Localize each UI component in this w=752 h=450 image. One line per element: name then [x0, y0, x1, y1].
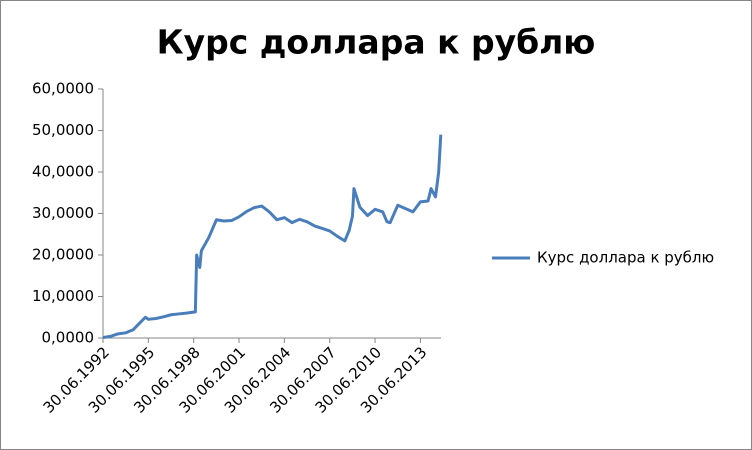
- y-tick-label: 0,0000: [42, 329, 95, 347]
- y-tick-label: 20,0000: [32, 246, 94, 264]
- legend-label: Курс доллара к рублю: [537, 249, 714, 267]
- y-tick-label: 40,0000: [32, 163, 94, 181]
- chart-title: Курс доллара к рублю: [157, 23, 596, 62]
- data-line: [102, 134, 443, 339]
- y-tick-label: 10,0000: [32, 287, 94, 305]
- y-tick-label: 30,0000: [32, 204, 94, 222]
- y-tick-label: 60,0000: [32, 80, 94, 98]
- y-tick-label: 50,0000: [32, 121, 94, 139]
